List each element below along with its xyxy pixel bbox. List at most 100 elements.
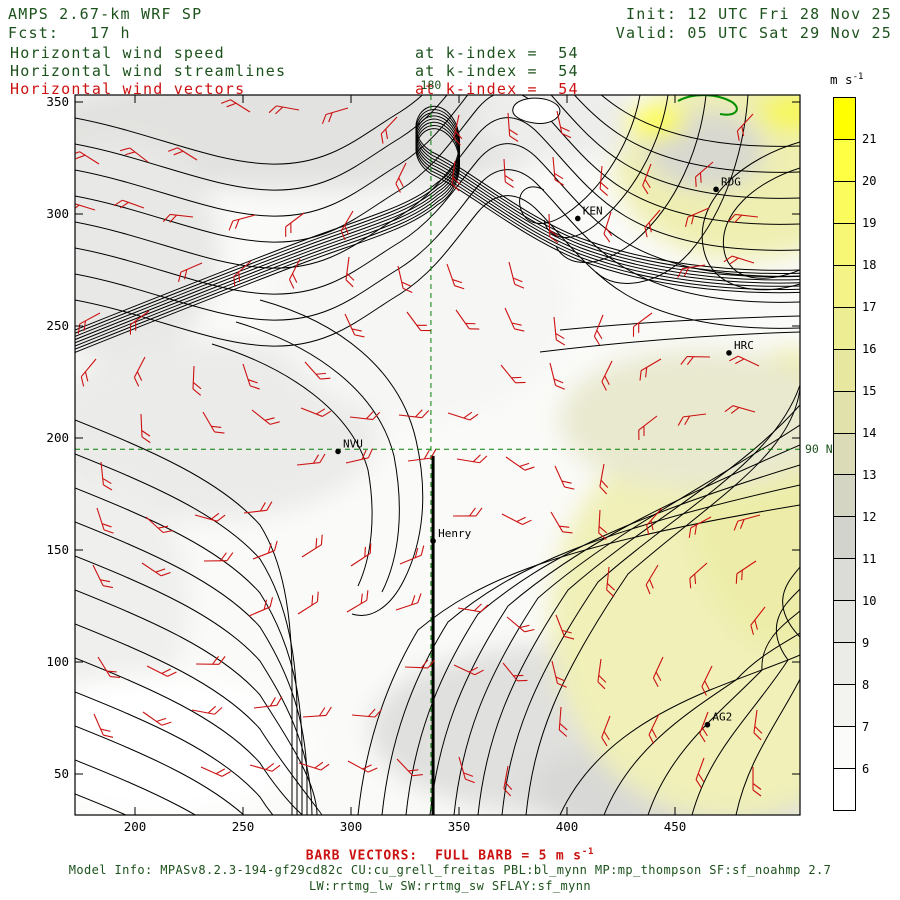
streamline bbox=[259, 299, 424, 616]
colorbar-segment bbox=[834, 726, 855, 768]
streamline bbox=[75, 521, 308, 815]
y-tick-label: 300 bbox=[46, 206, 69, 221]
colorbar-tick-label: 7 bbox=[862, 720, 870, 734]
colorbar-tick-label: 14 bbox=[862, 426, 877, 440]
streamline bbox=[235, 321, 400, 593]
station-dot bbox=[704, 721, 711, 728]
station-label: AG2 bbox=[712, 711, 732, 724]
colorbar-segment bbox=[834, 180, 855, 223]
colorbar-segment bbox=[834, 768, 855, 810]
colorbar-segment bbox=[834, 264, 855, 307]
station-dot bbox=[430, 538, 436, 544]
colorbar-tick-label: 8 bbox=[862, 678, 870, 692]
station-label: HRC bbox=[734, 339, 754, 352]
colorbar-tick-label: 9 bbox=[862, 636, 870, 650]
y-tick-label: 100 bbox=[46, 654, 69, 669]
colorbar bbox=[833, 97, 856, 811]
streamline bbox=[75, 143, 800, 295]
colorbar-segment bbox=[834, 684, 855, 727]
x-tick-label: 350 bbox=[448, 819, 471, 834]
station-dot bbox=[713, 186, 719, 193]
colorbar-segment bbox=[834, 474, 855, 517]
colorbar-segment bbox=[834, 558, 855, 601]
colorbar-tick-label: 21 bbox=[862, 132, 877, 146]
init-time: Init: 12 UTC Fri 28 Nov 25 bbox=[626, 5, 892, 23]
streamline bbox=[722, 167, 800, 279]
streamline bbox=[75, 105, 800, 331]
streamline bbox=[543, 95, 669, 238]
streamline bbox=[75, 95, 800, 243]
streamline bbox=[555, 95, 707, 263]
streamline bbox=[75, 95, 800, 191]
colorbar-segment bbox=[834, 516, 855, 559]
colorbar-segment bbox=[834, 222, 855, 265]
streamlines-layer bbox=[75, 95, 800, 815]
field-label: Horizontal wind vectors bbox=[10, 80, 246, 98]
colorbar-units: m s-1 bbox=[830, 72, 863, 87]
streamline bbox=[691, 588, 800, 815]
x-tick-label: 200 bbox=[124, 819, 147, 834]
valid-time: Valid: 05 UTC Sat 29 Nov 25 bbox=[615, 24, 892, 42]
streamline bbox=[75, 725, 337, 815]
model-info-line1: Model Info: MPASv8.2.3-194-gf29cd82c CU:… bbox=[68, 863, 832, 877]
streamline bbox=[75, 691, 332, 815]
y-tick-label: 50 bbox=[54, 766, 69, 781]
streamline bbox=[75, 195, 800, 347]
colorbar-units-text: m s bbox=[830, 72, 853, 88]
streamline bbox=[357, 504, 800, 815]
streamline bbox=[75, 589, 318, 815]
station-dot bbox=[335, 448, 341, 455]
field-label: Horizontal wind speed bbox=[10, 44, 225, 62]
streamline bbox=[75, 419, 293, 815]
colorbar-tick-label: 19 bbox=[862, 216, 877, 230]
model-info-line2: LW:rrtmg_lw SW:rrtmg_sw SFLAY:sf_mynn bbox=[308, 879, 592, 893]
colorbar-segment bbox=[834, 138, 855, 181]
colorbar-segment bbox=[834, 306, 855, 349]
streamline bbox=[75, 555, 313, 815]
streamline bbox=[75, 121, 800, 347]
streamline bbox=[701, 141, 800, 291]
colorbar-segment bbox=[834, 390, 855, 433]
station-label: NVU bbox=[343, 437, 363, 450]
forecast-hour: Fcst: 17 h bbox=[8, 24, 131, 42]
field-level: at k-index = 54 bbox=[415, 44, 579, 62]
colorbar-tick-label: 17 bbox=[862, 300, 877, 314]
streamline bbox=[477, 404, 800, 815]
streamline bbox=[539, 331, 800, 353]
y-tick-label: 350 bbox=[46, 94, 69, 109]
colorbar-tick-label: 6 bbox=[862, 762, 870, 776]
barb-legend: BARB VECTORS: FULL BARB = 5 m s-1 bbox=[0, 847, 900, 863]
y-tick-label: 150 bbox=[46, 542, 69, 557]
x-tick-label: 400 bbox=[556, 819, 579, 834]
axis-tick-labels: 200 250 300 350 400 450 50 100 150 200 250 300 350 bbox=[46, 94, 686, 834]
colorbar-tick-label: 12 bbox=[862, 510, 877, 524]
colorbar-tick-label: 10 bbox=[862, 594, 877, 608]
stations-layer: KEN RDG HRC NVU Henry AG2 bbox=[335, 175, 754, 728]
y-tick-label: 200 bbox=[46, 430, 69, 445]
axis-ticks bbox=[75, 95, 800, 815]
streamline bbox=[519, 95, 641, 224]
streamline bbox=[559, 654, 800, 815]
parallel-label: 90 N bbox=[805, 442, 833, 456]
streamline bbox=[501, 384, 800, 815]
colorbar-segment bbox=[834, 642, 855, 685]
colorbar-segment bbox=[834, 98, 855, 139]
streamline bbox=[75, 657, 327, 815]
meridian-label: 180 bbox=[421, 78, 442, 92]
streamline bbox=[75, 759, 342, 815]
streamline bbox=[647, 610, 800, 815]
closed-contour-island bbox=[512, 97, 561, 124]
colorbar-segment bbox=[834, 348, 855, 391]
colorbar-tick-label: 15 bbox=[862, 384, 877, 398]
station-dot bbox=[726, 350, 732, 356]
terrain-contour-green bbox=[677, 95, 738, 116]
x-tick-label: 450 bbox=[664, 819, 687, 834]
streamline bbox=[75, 487, 303, 815]
field-row: Horizontal wind streamlines at k-index = … bbox=[0, 62, 900, 80]
streamline bbox=[405, 464, 800, 815]
streamline bbox=[735, 566, 800, 815]
x-tick-label: 250 bbox=[232, 819, 255, 834]
streamline bbox=[75, 95, 800, 217]
